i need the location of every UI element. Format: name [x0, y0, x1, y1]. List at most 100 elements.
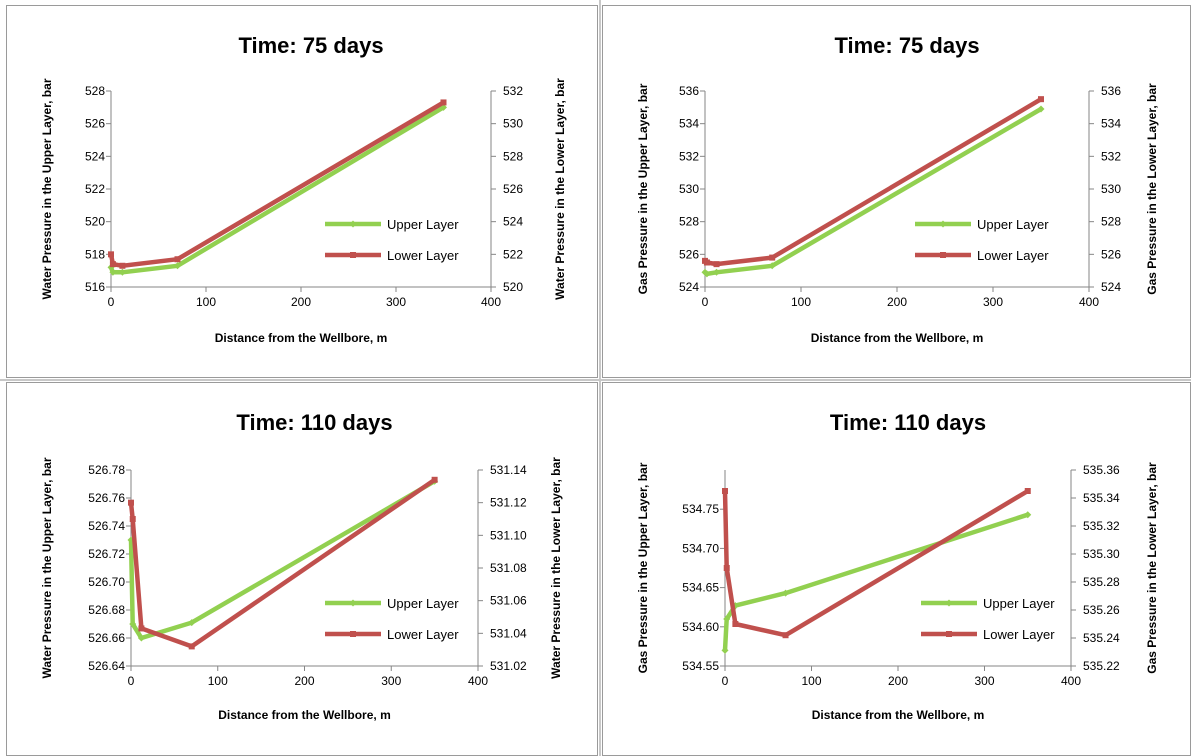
data-point-lower-layer [440, 99, 447, 106]
x-tick-label: 300 [381, 674, 401, 688]
y-axis-right-label: Water Pressure in the Lower Layer, bar [553, 78, 567, 300]
x-axis-label: Distance from the Wellbore, m [218, 708, 390, 722]
data-point-upper-layer [1037, 105, 1045, 113]
legend-marker-lower-layer [350, 252, 356, 258]
y-left-tick-label: 516 [85, 280, 105, 294]
y-right-tick-label: 531.06 [490, 594, 527, 608]
y-left-tick-label: 526.74 [88, 519, 125, 533]
data-point-lower-layer [129, 516, 136, 522]
y-left-tick-label: 526.68 [88, 603, 125, 617]
legend-label-upper-layer: Upper Layer [387, 596, 459, 611]
data-point-upper-layer [129, 620, 137, 628]
data-point-lower-layer [723, 565, 730, 571]
chart-title: Time: 75 days [834, 33, 979, 58]
y-axis-left-label: Gas Pressure in the Upper Layer, bar [636, 462, 650, 673]
chart-svg: Time: 110 days 0 100 200 300 400 526.64 526.66 5… [40, 410, 563, 722]
x-tick-label: 200 [888, 674, 908, 688]
data-point-lower-layer [108, 251, 114, 258]
y-left-tick-label: 524 [85, 149, 105, 163]
x-tick-label: 300 [983, 295, 1003, 309]
y-axis-right-label: Gas Pressure in the Lower Layer, bar [1145, 83, 1159, 295]
data-point-lower-layer [138, 625, 145, 632]
y-left-tick-label: 534.65 [682, 581, 719, 595]
data-point-lower-layer [782, 632, 789, 639]
data-point-upper-layer [174, 262, 181, 270]
data-point-lower-layer [722, 488, 728, 494]
y-left-tick-label: 526.78 [88, 463, 125, 477]
data-point-upper-layer [768, 262, 776, 270]
data-point-upper-layer [137, 634, 145, 642]
chart-title: Time: 110 days [830, 410, 986, 435]
y-right-tick-label: 531.08 [490, 561, 527, 575]
x-tick-label: 400 [1079, 295, 1099, 309]
y-right-tick-label: 531.02 [490, 659, 527, 673]
chart-title: Time: 110 days [236, 410, 392, 435]
y-left-tick-label: 534.70 [682, 541, 719, 555]
x-tick-label: 100 [196, 295, 216, 309]
y-right-tick-label: 535.28 [1083, 575, 1120, 589]
y-right-tick-label: 535.32 [1083, 519, 1120, 533]
data-point-lower-layer [1024, 488, 1031, 494]
data-point-upper-layer [703, 270, 711, 278]
x-tick-label: 300 [386, 295, 406, 309]
data-point-upper-layer [782, 589, 790, 597]
data-point-lower-layer [769, 254, 776, 261]
series-line-lower-layer [128, 477, 437, 649]
data-point-lower-layer [431, 476, 438, 483]
x-tick-label: 0 [128, 674, 135, 688]
y-right-tick-label: 531.14 [490, 463, 527, 477]
y-left-tick-label: 526 [85, 117, 105, 131]
x-axis-label: Distance from the Wellbore, m [811, 331, 983, 345]
y-left-tick-label: 526.66 [88, 631, 125, 645]
y-axis-left-label: Water Pressure in the Upper Layer, bar [40, 78, 54, 299]
y-left-tick-label: 528 [85, 84, 105, 98]
legend-label-upper-layer: Upper Layer [983, 596, 1055, 611]
legend-marker-upper-layer [349, 599, 357, 607]
y-left-tick-label: 526.72 [88, 547, 125, 561]
data-point-lower-layer [109, 261, 116, 268]
y-left-tick-label: 520 [85, 215, 105, 229]
y-right-tick-label: 524 [503, 215, 523, 229]
y-left-tick-label: 532 [679, 149, 699, 163]
y-left-tick-label: 536 [679, 84, 699, 98]
panel-divider-vertical [599, 0, 601, 756]
chart-svg: Time: 110 days 0 100 200 300 400 534.55 534.60 5… [636, 410, 1159, 722]
y-right-tick-label: 535.30 [1083, 547, 1120, 561]
data-point-lower-layer [119, 262, 126, 269]
data-point-upper-layer [118, 268, 126, 276]
data-point-upper-layer [188, 619, 196, 627]
x-tick-label: 0 [702, 295, 709, 309]
legend-label-upper-layer: Upper Layer [977, 217, 1049, 232]
y-left-tick-label: 528 [679, 215, 699, 229]
legend-label-upper-layer: Upper Layer [387, 217, 459, 232]
legend-marker-lower-layer [946, 631, 952, 637]
data-point-lower-layer [188, 643, 195, 650]
y-left-tick-label: 534 [679, 117, 699, 131]
y-axis-left-label: Gas Pressure in the Upper Layer, bar [636, 83, 650, 294]
legend-label-lower-layer: Lower Layer [977, 248, 1049, 263]
x-tick-label: 300 [974, 674, 994, 688]
x-tick-label: 400 [1061, 674, 1081, 688]
x-tick-label: 100 [208, 674, 228, 688]
y-right-tick-label: 530 [503, 117, 523, 131]
y-axis-right-label: Gas Pressure in the Lower Layer, bar [1145, 462, 1159, 674]
data-point-upper-layer [721, 646, 729, 654]
data-point-upper-layer [713, 268, 721, 276]
y-right-tick-label: 520 [503, 280, 523, 294]
x-axis-label: Distance from the Wellbore, m [812, 708, 984, 722]
x-tick-label: 0 [108, 295, 115, 309]
panel-divider-horizontal [0, 379, 1191, 381]
legend-marker-upper-layer [945, 599, 953, 607]
y-left-tick-label: 534.55 [682, 659, 719, 673]
x-tick-label: 200 [294, 674, 314, 688]
series-line-lower-layer [108, 100, 446, 269]
y-right-tick-label: 532 [1101, 149, 1121, 163]
chart-panel-gas-75-days: Time: 75 days 0 100 200 300 400 524 526 528 530 53… [602, 5, 1191, 378]
y-right-tick-label: 535.26 [1083, 603, 1120, 617]
legend-marker-lower-layer [350, 631, 356, 637]
chart-title: Time: 75 days [238, 33, 383, 58]
y-right-tick-label: 526 [503, 182, 523, 196]
x-tick-label: 100 [791, 295, 811, 309]
chart-svg: Time: 75 days 0 100 200 300 400 516 518 520 522 52… [40, 33, 567, 345]
